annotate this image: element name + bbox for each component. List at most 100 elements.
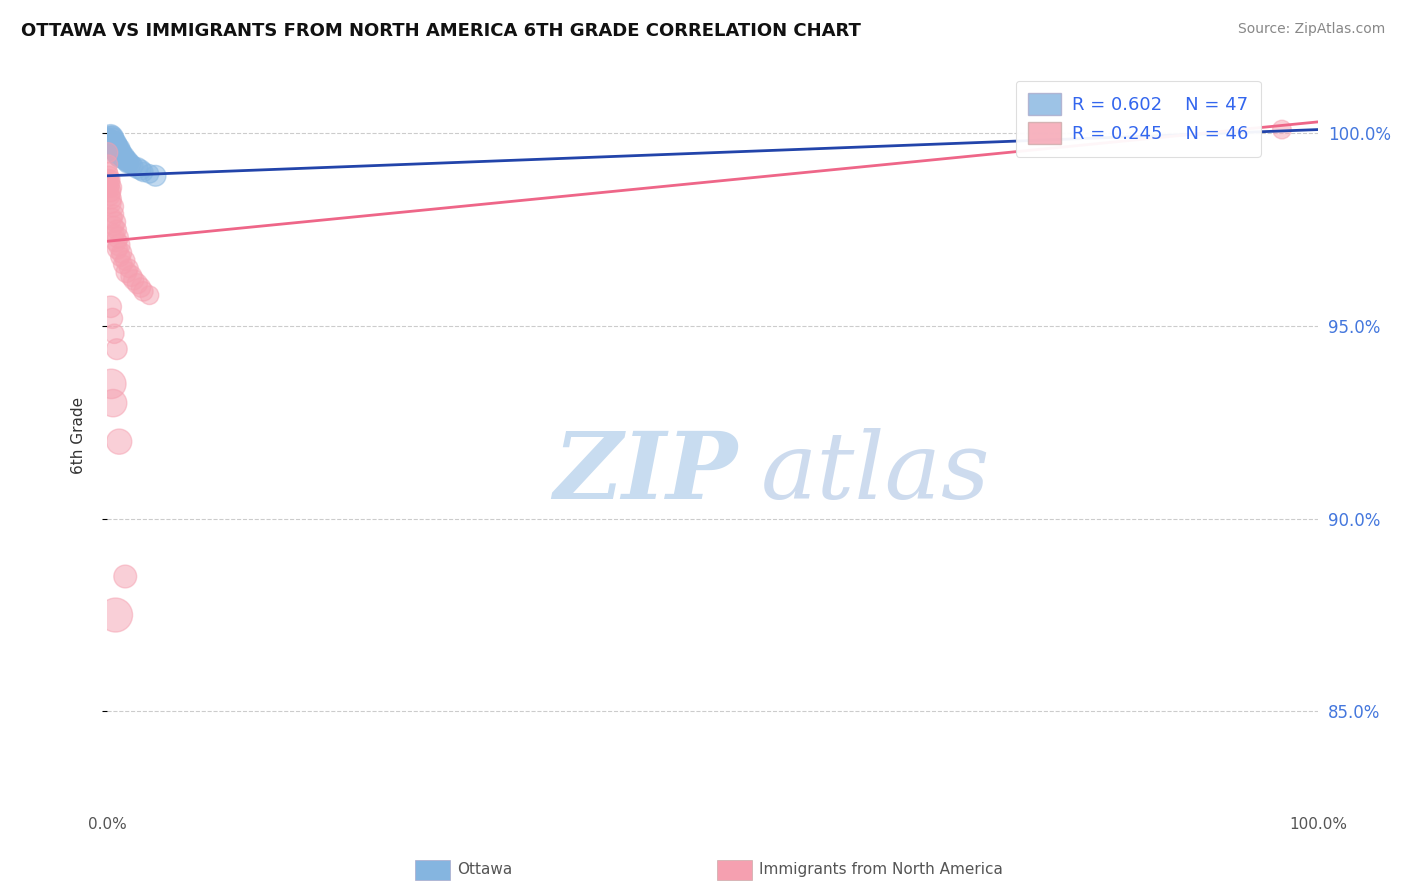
Point <box>104 141 127 155</box>
Point <box>145 169 167 183</box>
Point <box>104 607 127 622</box>
Point <box>97 172 120 186</box>
Point <box>132 165 155 179</box>
Point <box>97 130 120 145</box>
Point <box>97 157 120 171</box>
Point <box>114 569 136 583</box>
Point <box>97 165 120 179</box>
Point <box>98 136 121 150</box>
Point <box>105 235 128 249</box>
Point <box>110 149 132 163</box>
Point <box>97 131 120 145</box>
Point <box>97 145 120 160</box>
Point <box>97 169 120 183</box>
Point <box>101 135 124 149</box>
Point <box>132 285 155 299</box>
Point <box>115 153 138 168</box>
Point <box>117 156 139 170</box>
Y-axis label: 6th Grade: 6th Grade <box>72 397 86 475</box>
Point <box>103 144 125 158</box>
Point <box>107 145 129 159</box>
Point <box>129 280 152 294</box>
Point <box>107 152 129 166</box>
Point <box>101 200 124 214</box>
Point <box>103 326 125 341</box>
Point <box>104 227 127 241</box>
Point <box>114 153 136 167</box>
Point <box>98 134 121 148</box>
Point <box>98 133 121 147</box>
Point <box>98 184 121 198</box>
Point <box>120 268 142 283</box>
Point <box>104 145 127 160</box>
Point <box>103 207 125 221</box>
Point <box>100 195 122 210</box>
Point <box>110 250 132 264</box>
Point <box>97 132 120 146</box>
Point <box>107 230 129 244</box>
Point <box>1271 122 1294 136</box>
Point <box>101 211 124 226</box>
Point <box>105 342 128 356</box>
Point <box>127 277 149 291</box>
Point <box>108 238 131 252</box>
Point <box>100 192 122 206</box>
Point <box>100 172 122 186</box>
Point <box>105 143 128 157</box>
Point <box>108 142 131 156</box>
Point <box>100 129 122 144</box>
Point <box>138 167 160 181</box>
Point <box>110 145 132 160</box>
Point <box>118 261 141 276</box>
Point <box>122 273 145 287</box>
Point <box>103 137 125 152</box>
Point <box>101 132 124 146</box>
Point <box>110 245 132 260</box>
Point <box>111 147 134 161</box>
Legend: R = 0.602    N = 47, R = 0.245    N = 46: R = 0.602 N = 47, R = 0.245 N = 46 <box>1015 80 1261 157</box>
Point <box>104 215 127 229</box>
Point <box>100 300 122 314</box>
Point <box>100 138 122 153</box>
Point <box>103 134 125 148</box>
Point <box>138 288 160 302</box>
Point <box>111 257 134 271</box>
Point <box>104 136 127 150</box>
Point <box>105 138 128 153</box>
Point <box>105 147 128 161</box>
Point <box>103 138 125 153</box>
Point <box>105 242 128 256</box>
Point <box>98 177 121 191</box>
Point <box>100 376 122 391</box>
Point <box>118 155 141 169</box>
Point <box>122 159 145 173</box>
Point <box>129 163 152 178</box>
Point <box>108 146 131 161</box>
Point <box>101 130 124 145</box>
Point <box>114 253 136 268</box>
Point <box>111 150 134 164</box>
Text: ZIP: ZIP <box>553 428 737 518</box>
Point <box>101 396 124 410</box>
Point <box>108 434 131 449</box>
Point <box>105 149 128 163</box>
Point <box>101 142 124 156</box>
Point <box>101 180 124 194</box>
Point <box>101 311 124 326</box>
Text: atlas: atlas <box>761 428 991 518</box>
Point <box>112 149 135 163</box>
Point <box>105 223 128 237</box>
Text: OTTAWA VS IMMIGRANTS FROM NORTH AMERICA 6TH GRADE CORRELATION CHART: OTTAWA VS IMMIGRANTS FROM NORTH AMERICA … <box>21 22 860 40</box>
Point <box>98 188 121 202</box>
Point <box>100 128 122 143</box>
Point <box>107 140 129 154</box>
Point <box>98 180 121 194</box>
Text: Source: ZipAtlas.com: Source: ZipAtlas.com <box>1237 22 1385 37</box>
Point <box>115 265 138 279</box>
Point <box>103 219 125 233</box>
Point <box>120 157 142 171</box>
Point <box>110 144 132 158</box>
Text: Immigrants from North America: Immigrants from North America <box>759 863 1002 877</box>
Text: Ottawa: Ottawa <box>457 863 512 877</box>
Point <box>114 152 136 166</box>
